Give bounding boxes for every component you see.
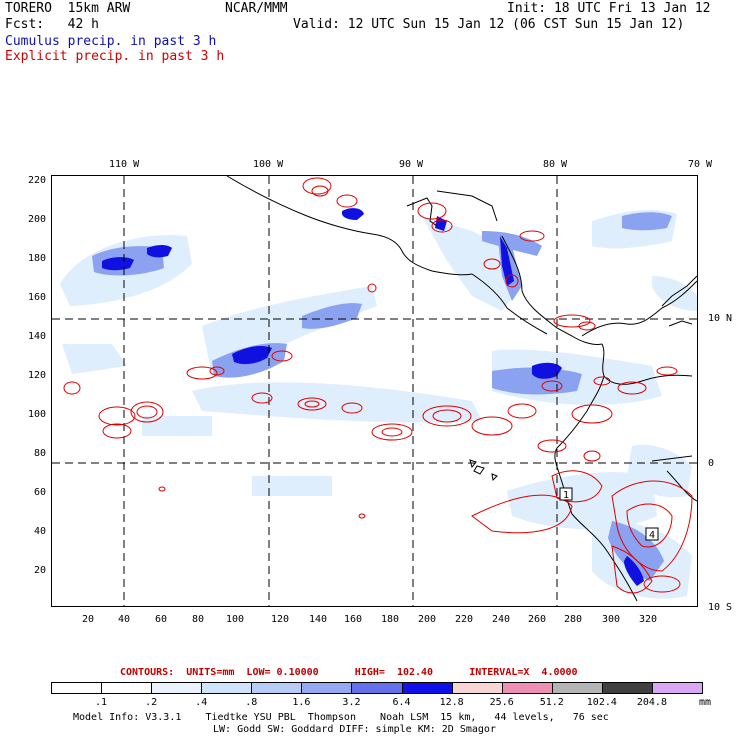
forecast-hour: Fcst: 42 h <box>5 17 99 32</box>
organization: NCAR/MMM <box>225 1 288 16</box>
y-tick-label: 40 <box>34 526 47 537</box>
colorbar-swatch <box>101 682 153 694</box>
x-tick-label: 120 <box>271 614 290 625</box>
colorbar-swatch <box>351 682 403 694</box>
heavy-precip-areas <box>102 208 644 586</box>
colorbar-label: 25.6 <box>489 697 514 708</box>
valid-time: Valid: 12 UTC Sun 15 Jan 12 (06 CST Sun … <box>293 17 685 32</box>
colorbar-swatch <box>51 682 103 694</box>
init-time: Init: 18 UTC Fri 13 Jan 12 <box>507 1 711 16</box>
x-tick-label: 240 <box>492 614 511 625</box>
lon-label-80w: 80 W <box>543 159 568 170</box>
y-tick-label: 140 <box>28 331 47 342</box>
precip-map: 1 4 <box>51 175 698 607</box>
colorbar-swatch <box>451 682 503 694</box>
x-tick-label: 60 <box>155 614 168 625</box>
y-tick-label: 200 <box>28 214 47 225</box>
colorbar-swatch <box>201 682 253 694</box>
colorbar-label: 12.8 <box>439 697 464 708</box>
y-tick-label: 100 <box>28 409 47 420</box>
colorbar-label: 6.4 <box>392 697 411 708</box>
lat-label-10n: 10 N <box>708 313 733 324</box>
colorbar-label: .2 <box>145 697 158 708</box>
colorbar-label: .4 <box>195 697 208 708</box>
colorbar-label: 51.2 <box>539 697 564 708</box>
contours-summary: CONTOURS: UNITS=mm LOW= 0.10000 HIGH= 10… <box>120 667 578 678</box>
lat-label-10s: 10 S <box>708 602 733 613</box>
lat-label-0: 0 <box>708 458 715 469</box>
contour-label: 4 <box>649 530 655 541</box>
colorbar-swatch <box>401 682 453 694</box>
x-tick-label: 320 <box>639 614 658 625</box>
colorbar-swatch <box>301 682 353 694</box>
x-tick-label: 140 <box>309 614 328 625</box>
colorbar-label: .8 <box>245 697 258 708</box>
lon-label-70w: 70 W <box>688 159 713 170</box>
contour-label-box <box>559 487 573 501</box>
x-tick-label: 300 <box>602 614 621 625</box>
x-tick-label: 160 <box>344 614 363 625</box>
colorbar-swatch <box>251 682 303 694</box>
explicit-precip-contours <box>63 177 693 594</box>
colorbar-label: .1 <box>95 697 108 708</box>
colorbar-label: 102.4 <box>586 697 617 708</box>
y-tick-label: 80 <box>34 448 47 459</box>
precip-map-svg: 1 4 <box>52 176 697 606</box>
colorbar-label: 204.8 <box>636 697 667 708</box>
model-info-line-2: LW: Godd SW: Goddard DIFF: simple KM: 2D… <box>213 724 496 735</box>
colorbar-label: 1.6 <box>292 697 311 708</box>
x-tick-label: 40 <box>118 614 131 625</box>
lon-label-110w: 110 W <box>109 159 140 170</box>
model-info-line-1: Model Info: V3.3.1 Tiedtke YSU PBL Thomp… <box>73 712 609 723</box>
x-tick-label: 180 <box>381 614 400 625</box>
y-tick-label: 60 <box>34 487 47 498</box>
model-name: TORERO 15km ARW <box>5 1 131 16</box>
contour-labels: 1 4 <box>559 487 659 541</box>
x-tick-label: 280 <box>564 614 583 625</box>
colorbar-swatch <box>151 682 203 694</box>
y-tick-label: 220 <box>28 175 47 186</box>
y-tick-label: 160 <box>28 292 47 303</box>
contour-label-box <box>645 527 659 541</box>
x-tick-label: 200 <box>418 614 437 625</box>
lon-label-90w: 90 W <box>399 159 424 170</box>
contour-label: 1 <box>563 490 569 501</box>
colorbar-label: 3.2 <box>342 697 361 708</box>
colorbar-swatch <box>651 682 703 694</box>
colorbar-unit: mm <box>698 697 712 708</box>
x-tick-label: 100 <box>226 614 245 625</box>
x-tick-label: 20 <box>82 614 95 625</box>
colorbar-swatch <box>601 682 653 694</box>
y-tick-label: 20 <box>34 565 47 576</box>
x-tick-label: 260 <box>528 614 547 625</box>
explicit-legend: Explicit precip. in past 3 h <box>5 49 225 64</box>
colorbar-swatch <box>501 682 553 694</box>
y-tick-label: 120 <box>28 370 47 381</box>
lon-label-100w: 100 W <box>253 159 284 170</box>
x-tick-label: 80 <box>192 614 205 625</box>
cumulus-legend: Cumulus precip. in past 3 h <box>5 34 217 49</box>
y-tick-label: 180 <box>28 253 47 264</box>
x-tick-label: 220 <box>455 614 474 625</box>
colorbar-swatch <box>551 682 603 694</box>
